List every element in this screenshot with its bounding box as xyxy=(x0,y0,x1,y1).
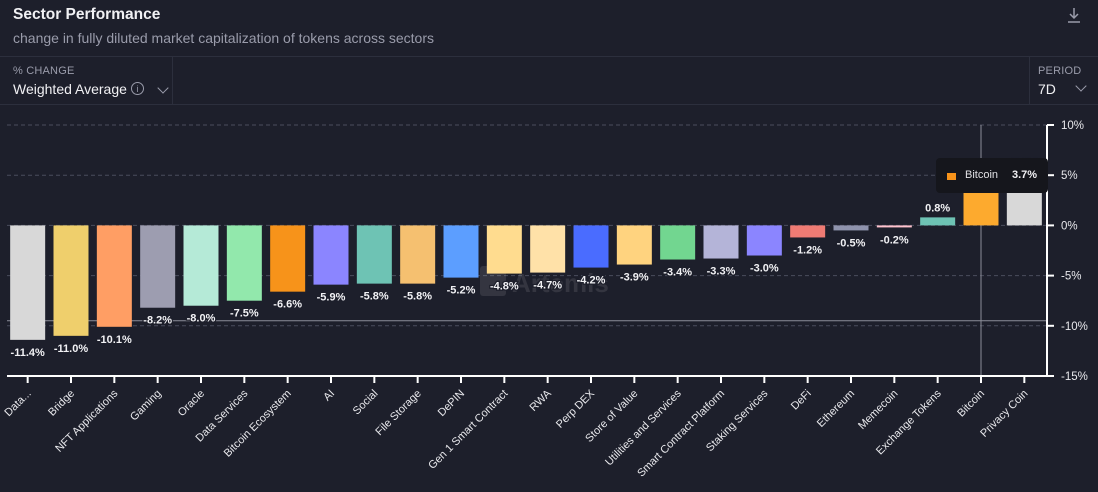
svg-text:Artemis: Artemis xyxy=(512,268,609,298)
info-icon[interactable]: i xyxy=(131,82,144,95)
x-tick-label: Ethereum xyxy=(815,388,857,430)
bar-utilities-and-services[interactable] xyxy=(660,225,696,260)
data-label: -8.0% xyxy=(187,313,216,325)
change-selector[interactable]: % CHANGE Weighted Average xyxy=(0,57,172,104)
data-label: -4.8% xyxy=(490,281,519,293)
divider xyxy=(172,57,173,104)
tooltip-value: 3.7% xyxy=(1012,169,1038,181)
data-label: -7.5% xyxy=(230,308,259,320)
data-label: -3.3% xyxy=(707,266,736,278)
data-label: -6.6% xyxy=(273,299,302,311)
y-tick-label: -10% xyxy=(1061,321,1088,333)
x-tick-label: File Storage xyxy=(373,388,423,438)
data-label: -4.7% xyxy=(533,280,562,292)
artemis-watermark: Artemis xyxy=(480,266,609,298)
data-label: -0.2% xyxy=(880,234,909,246)
bar-bridge[interactable] xyxy=(53,225,89,336)
data-label: -10.1% xyxy=(97,334,132,346)
data-label: -5.2% xyxy=(447,285,476,297)
download-icon xyxy=(1068,8,1080,23)
x-tick-label: DeFi xyxy=(789,388,814,413)
bar-defi[interactable] xyxy=(790,225,826,238)
bar-store-of-value[interactable] xyxy=(616,225,652,265)
data-label: -5.8% xyxy=(360,291,389,303)
period-selector[interactable]: PERIOD 7D xyxy=(1030,57,1098,104)
period-value: 7D xyxy=(1038,81,1056,97)
bar-ethereum[interactable] xyxy=(833,225,869,231)
y-tick-label: -15% xyxy=(1061,371,1088,383)
bar-memecoin[interactable] xyxy=(876,225,912,228)
change-label: % CHANGE xyxy=(13,65,75,77)
period-label: PERIOD xyxy=(1038,65,1082,77)
x-tick-label: RWA xyxy=(528,387,555,414)
y-tick-label: 5% xyxy=(1061,170,1078,182)
data-label: -11.4% xyxy=(11,347,45,359)
bar-ai[interactable] xyxy=(313,225,349,285)
bar-data-services[interactable] xyxy=(226,225,262,301)
x-tick-label: Memecoin xyxy=(856,388,900,432)
y-tick-label: -5% xyxy=(1061,271,1081,283)
x-tick-label: Smart Contract Platform xyxy=(635,388,727,480)
bar-exchange-tokens[interactable] xyxy=(920,217,956,226)
x-tick-label: Perp DEX xyxy=(554,387,598,431)
bar-rwa[interactable] xyxy=(530,225,566,273)
data-label: -0.5% xyxy=(837,237,866,249)
tooltip-series-name: Bitcoin xyxy=(965,169,999,181)
data-label: -4.2% xyxy=(577,275,606,287)
data-label: -11.0% xyxy=(54,343,88,355)
divider xyxy=(0,104,1098,105)
y-tick-label: 0% xyxy=(1061,220,1078,232)
bar-depin[interactable] xyxy=(443,225,479,278)
x-tick-label: Bridge xyxy=(46,388,77,419)
bar-staking-services[interactable] xyxy=(746,225,782,256)
x-tick-label: Bitcoin xyxy=(955,388,987,420)
data-label: -8.2% xyxy=(143,315,172,327)
data-label: -3.9% xyxy=(620,272,649,284)
divider xyxy=(0,56,1098,57)
data-label: -3.0% xyxy=(750,263,779,275)
data-label: -5.9% xyxy=(317,292,346,304)
tooltip-swatch xyxy=(947,173,956,180)
chart-title: Sector Performance xyxy=(13,6,161,23)
bar-bitcoin[interactable] xyxy=(963,188,999,226)
bar-gaming[interactable] xyxy=(140,225,176,308)
bar-data-[interactable] xyxy=(10,225,46,340)
data-label: -5.8% xyxy=(403,291,432,303)
x-tick-label: Gen 1 Smart Contract xyxy=(426,388,510,472)
change-value: Weighted Average xyxy=(13,81,127,97)
chart-subtitle: change in fully diluted market capitaliz… xyxy=(13,30,434,46)
bar-social[interactable] xyxy=(356,225,392,284)
bar-bitcoin-ecosystem[interactable] xyxy=(270,225,306,292)
x-tick-label: DePIN xyxy=(436,388,467,419)
x-tick-label: Data... xyxy=(2,388,33,419)
data-label: -3.4% xyxy=(663,267,692,279)
data-label: 0.8% xyxy=(925,202,950,214)
x-tick-label: Social xyxy=(351,388,381,418)
tooltip: Bitcoin 3.7% xyxy=(936,158,1048,193)
bar-file-storage[interactable] xyxy=(400,225,436,284)
download-button[interactable] xyxy=(1066,6,1082,24)
x-tick-label: Gaming xyxy=(128,388,164,424)
bar-oracle[interactable] xyxy=(183,225,219,306)
x-tick-label: AI xyxy=(321,388,337,404)
bar-nft-applications[interactable] xyxy=(96,225,132,327)
bar-smart-contract-platform[interactable] xyxy=(703,225,739,259)
y-tick-label: 10% xyxy=(1061,120,1084,132)
divider xyxy=(1029,57,1030,104)
data-label: -1.2% xyxy=(793,244,822,256)
bar-perp-dex[interactable] xyxy=(573,225,609,268)
x-tick-label: Utilities and Services xyxy=(603,387,684,468)
x-tick-label: Oracle xyxy=(176,388,207,419)
bar-gen-1-smart-contract[interactable] xyxy=(486,225,522,274)
